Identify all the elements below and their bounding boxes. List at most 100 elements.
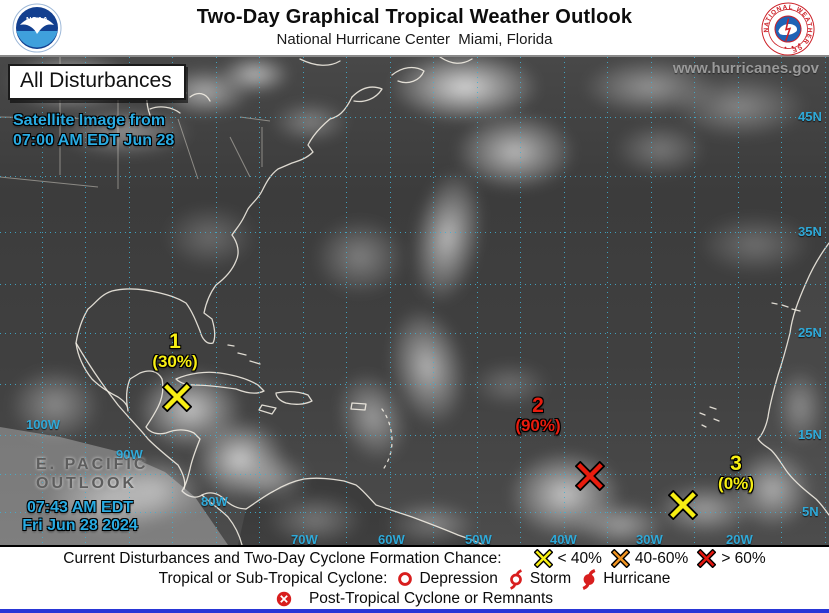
cloud-patch <box>225 442 325 517</box>
longitude-gridline <box>216 57 217 545</box>
legend-item-40-60: 40-60% <box>610 549 688 568</box>
depression-symbol-icon <box>398 572 413 586</box>
disturbance-1-x-marker[interactable] <box>162 382 192 412</box>
cloud-patch <box>30 97 220 167</box>
longitude-gridline <box>85 57 86 545</box>
lon-label-60w: 60W <box>378 532 405 547</box>
tropical-storm-symbol-icon <box>509 568 522 590</box>
south-america-coastline <box>245 477 486 545</box>
disturbance-2-number: 2 <box>532 394 544 417</box>
hurricanes-gov-link[interactable]: www.hurricanes.gov <box>672 60 819 77</box>
latitude-gridline <box>0 176 829 177</box>
east-pacific-outlook-label: E. PACIFIC OUTLOOK <box>36 455 148 493</box>
hispaniola-coastline <box>275 391 313 405</box>
cloud-patch <box>555 57 745 127</box>
longitude-gridline <box>694 57 695 545</box>
legend-hurricane-label: Hurricane <box>603 570 671 587</box>
legend-row-post-tropical: Post-Tropical Cyclone or Remnants <box>0 590 829 608</box>
page-title: Two-Day Graphical Tropical Weather Outlo… <box>196 6 633 28</box>
lon-label-20w: 20W <box>726 532 753 547</box>
disturbance-3-x-marker[interactable] <box>668 490 698 520</box>
legend-depression-label: Depression <box>419 570 498 587</box>
lat-label-5n: 5N <box>802 504 819 519</box>
cloud-patch <box>0 352 120 457</box>
bahamas-islands <box>227 344 261 365</box>
lat-label-25n: 25N <box>798 325 822 340</box>
east-pacific-line1: E. PACIFIC <box>36 456 149 473</box>
canary-islands <box>771 302 801 312</box>
longitude-gridline <box>564 57 565 545</box>
canada-coastline <box>299 57 473 103</box>
legend-cyclone-label: Tropical or Sub-Tropical Cyclone: <box>158 570 388 587</box>
lat-label-35n: 35N <box>798 224 822 239</box>
nws-logo-icon: NATIONAL WEATHER SERVICE <box>755 0 818 61</box>
lon-label-80w: 80W <box>201 494 228 509</box>
latitude-gridline <box>0 384 829 385</box>
legend-item-hurricane: Hurricane <box>580 568 671 590</box>
legend-item-depression: Depression <box>396 570 498 588</box>
longitude-gridline <box>520 57 521 545</box>
hurricane-symbol-icon <box>582 568 596 590</box>
longitude-gridline <box>42 57 43 545</box>
longitude-gridline <box>390 57 391 545</box>
cloud-patch <box>645 62 829 152</box>
cloud-patch <box>245 482 385 545</box>
central-america-pacific-coastline <box>75 342 243 545</box>
satellite-map: 45N 35N 25N 15N 5N 100W 90W 80W 70W 60W … <box>0 57 829 547</box>
latitude-gridline <box>0 284 829 285</box>
disturbance-3-label: 3 (0%) <box>686 452 786 493</box>
longitude-gridline <box>738 57 739 545</box>
noaa-logo-icon: NOAA <box>12 3 62 53</box>
all-disturbances-label: All Disturbances <box>20 69 172 92</box>
legend-item-gt60: > 60% <box>697 549 766 568</box>
disturbance-1-label: 1 (30%) <box>125 330 225 372</box>
disturbance-1-chance: (30%) <box>152 352 198 372</box>
east-pacific-line2: OUTLOOK <box>36 475 137 492</box>
north-america-coastline <box>75 96 353 510</box>
legend-post-tropical-label: Post-Tropical Cyclone or Remnants <box>308 590 554 607</box>
legend-item-storm: Storm <box>507 568 571 590</box>
lon-label-40w: 40W <box>550 532 577 547</box>
africa-coastline <box>757 242 829 516</box>
svg-text:NOAA: NOAA <box>26 15 49 24</box>
longitude-gridline <box>303 57 304 545</box>
latitude-gridline <box>0 512 829 513</box>
lon-label-100w: 100W <box>26 417 60 432</box>
lon-label-50w: 50W <box>465 532 492 547</box>
lesser-antilles-arc <box>381 408 393 472</box>
issuance-timestamp: 07:43 AM EDT Fri Jun 28 2024 <box>20 499 140 535</box>
cloud-patch <box>145 192 275 282</box>
lon-label-70w: 70W <box>291 532 318 547</box>
longitude-gridline <box>781 57 782 545</box>
cloud-patch <box>595 112 725 187</box>
cloud-patch <box>365 492 495 545</box>
latitude-gridline <box>0 117 829 118</box>
longitude-gridline <box>129 57 130 545</box>
us-state-borders <box>0 57 271 189</box>
legend-formation-label: Current Disturbances and Two-Day Cyclone… <box>63 549 502 567</box>
latitude-gridline <box>0 435 829 436</box>
puerto-rico-coastline <box>350 402 367 411</box>
legend-row-cyclone-types: Tropical or Sub-Tropical Cyclone: Depres… <box>0 568 829 590</box>
longitude-gridline <box>477 57 478 545</box>
longitude-gridline <box>259 57 260 545</box>
cloud-patch <box>765 352 829 462</box>
latitude-gridline <box>0 474 829 475</box>
x-marker-yellow-icon <box>533 549 553 568</box>
longitude-gridline <box>607 57 608 545</box>
legend: Current Disturbances and Two-Day Cyclone… <box>0 547 829 609</box>
legend-item-lt40: < 40% <box>533 549 602 568</box>
satellite-caption-line2: 07:00 AM EDT Jun 28 <box>13 132 175 149</box>
longitude-gridline <box>172 57 173 545</box>
africa-landfill <box>758 243 829 515</box>
disturbance-2-label: 2 (90%) <box>488 394 588 436</box>
x-marker-red-icon <box>697 549 717 568</box>
satellite-caption-line1: Satellite Image from <box>13 112 166 129</box>
disturbance-2-x-marker[interactable] <box>575 461 605 491</box>
disturbance-1-number: 1 <box>169 330 181 353</box>
longitude-gridline <box>825 57 826 545</box>
cloud-patch <box>205 57 305 102</box>
lat-label-45n: 45N <box>798 109 822 124</box>
disturbance-2-chance: (90%) <box>515 416 561 436</box>
